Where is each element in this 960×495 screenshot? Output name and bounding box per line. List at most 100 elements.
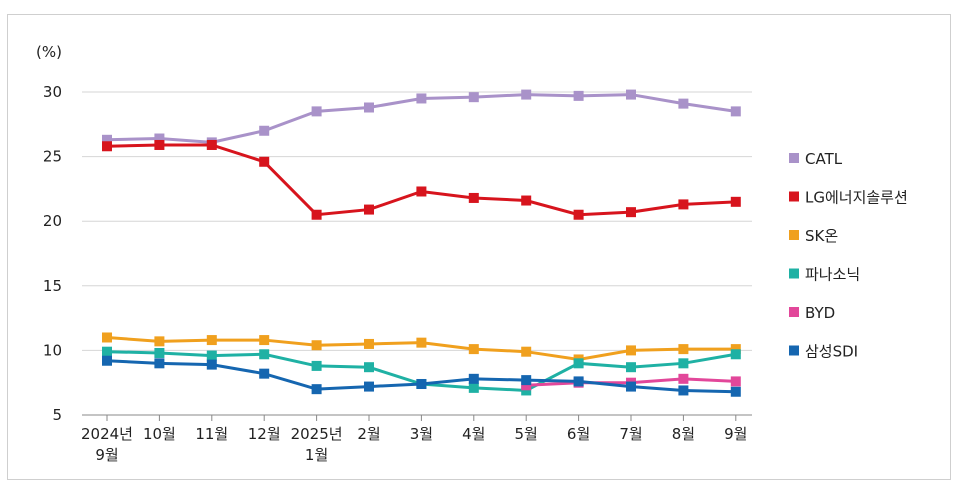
data-point <box>154 336 165 347</box>
legend-label: 삼성SDI <box>805 343 858 361</box>
data-point <box>521 195 532 206</box>
data-point <box>730 106 741 117</box>
data-point <box>626 381 636 392</box>
data-point <box>206 350 217 361</box>
series-line <box>106 143 736 217</box>
x-tick-label: 7월 <box>619 425 642 443</box>
y-tick-label: 15 <box>43 277 62 295</box>
data-point <box>730 344 741 355</box>
data-point <box>573 209 584 220</box>
data-point <box>102 332 112 343</box>
data-point <box>521 380 532 391</box>
data-point <box>521 346 532 357</box>
legend-label: 파나소닉 <box>805 266 860 284</box>
data-point <box>468 382 479 393</box>
data-point <box>206 335 217 346</box>
data-point <box>416 186 427 197</box>
data-point <box>521 89 532 100</box>
data-point <box>626 89 636 100</box>
legend-marker <box>789 345 799 356</box>
x-tick-label: 3월 <box>410 425 433 443</box>
data-point <box>730 196 741 207</box>
data-point <box>730 386 741 397</box>
y-axis-label: (%) <box>36 43 62 61</box>
data-point <box>678 199 689 210</box>
y-tick-label: 5 <box>52 406 62 424</box>
data-point <box>364 102 374 113</box>
data-point <box>259 125 270 136</box>
x-tick-label: 6월 <box>567 425 590 443</box>
data-point <box>311 209 322 220</box>
data-point <box>259 156 270 167</box>
data-point <box>573 358 584 369</box>
legend-marker <box>789 230 799 240</box>
data-point <box>678 373 689 384</box>
y-tick-label: 10 <box>43 341 62 359</box>
x-tick-label: 1월 <box>305 446 328 464</box>
x-tick-label: 10월 <box>143 425 176 443</box>
data-point <box>102 355 112 366</box>
data-point <box>311 340 322 351</box>
data-point <box>678 358 689 369</box>
x-tick-label: 8월 <box>672 425 695 443</box>
data-point <box>364 204 374 215</box>
data-point <box>730 349 741 360</box>
data-point <box>259 335 270 346</box>
y-tick-label: 30 <box>43 83 62 101</box>
data-point <box>468 373 479 384</box>
data-point <box>416 378 427 389</box>
data-point <box>259 368 270 379</box>
data-point <box>154 347 165 358</box>
x-tick-label: 11월 <box>195 425 228 443</box>
data-point <box>102 346 112 357</box>
x-tick-label: 12월 <box>248 425 281 443</box>
data-point <box>521 385 532 396</box>
data-point <box>626 207 636 218</box>
data-point <box>521 375 532 386</box>
data-point <box>311 360 322 371</box>
legend-marker <box>789 268 799 279</box>
legend-marker <box>789 153 799 163</box>
data-point <box>626 362 636 373</box>
x-tick-label: 5월 <box>515 425 538 443</box>
data-point <box>311 384 322 395</box>
data-point <box>416 93 427 104</box>
y-tick-label: 25 <box>43 148 62 166</box>
data-point <box>678 385 689 396</box>
x-tick-label: 2월 <box>357 425 380 443</box>
data-point <box>311 106 322 117</box>
data-point <box>364 362 374 373</box>
data-point <box>154 133 165 144</box>
x-tick-label: 2025년 <box>291 425 343 443</box>
data-point <box>154 139 165 150</box>
x-tick-label: 9월 <box>724 425 747 443</box>
legend-label: LG에너지솔루션 <box>805 189 908 207</box>
legend-marker <box>789 191 799 202</box>
x-tick-label: 9월 <box>95 446 118 464</box>
data-point <box>206 359 217 370</box>
data-point <box>626 345 636 356</box>
data-point <box>678 98 689 109</box>
data-point <box>206 139 217 150</box>
data-point <box>102 134 112 145</box>
data-point <box>468 344 479 355</box>
legend-label: CATL <box>805 150 843 168</box>
data-point <box>468 92 479 103</box>
data-point <box>573 90 584 101</box>
data-point <box>364 381 374 392</box>
chart-frame <box>7 14 951 480</box>
data-point <box>730 376 741 387</box>
legend-label: SK온 <box>805 227 838 245</box>
data-point <box>102 141 112 152</box>
data-point <box>364 338 374 349</box>
data-point <box>468 192 479 203</box>
legend-label: BYD <box>805 304 835 322</box>
data-point <box>678 344 689 355</box>
data-point <box>573 376 584 387</box>
y-tick-label: 20 <box>43 212 62 230</box>
data-point <box>154 358 165 369</box>
x-tick-label: 4월 <box>462 425 485 443</box>
x-tick-label: 2024년 <box>81 425 133 443</box>
legend-marker <box>789 307 799 317</box>
